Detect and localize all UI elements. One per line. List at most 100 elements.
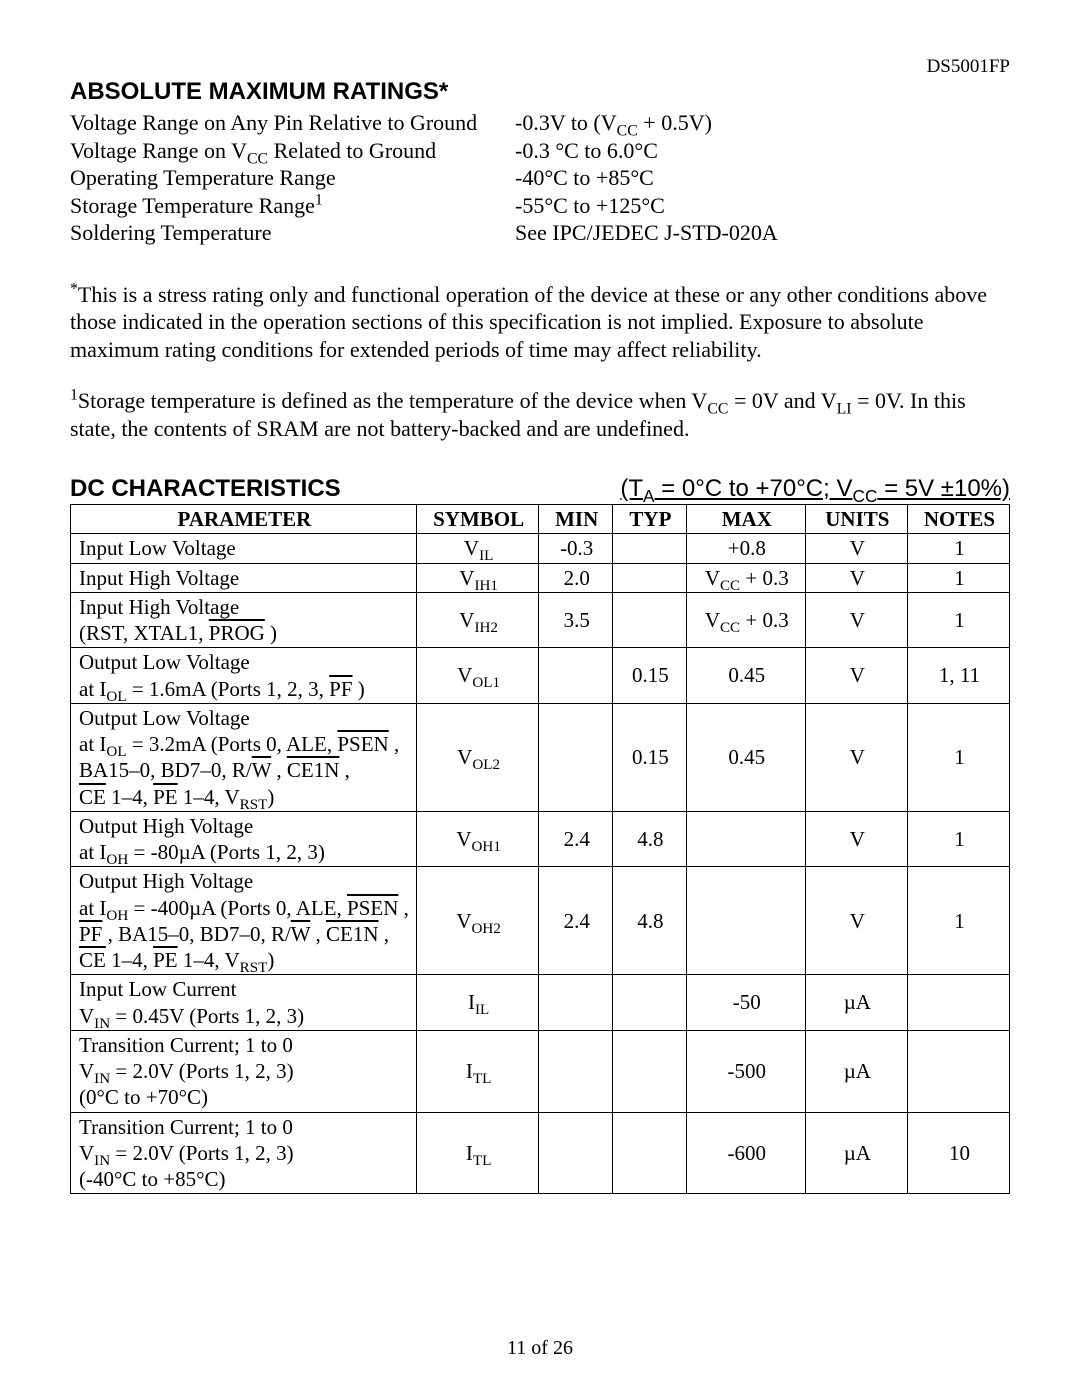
cell-typ [613, 534, 687, 563]
cell-max: -50 [686, 975, 805, 1031]
abs-max-value: -0.3 °C to 6.0°C [515, 137, 1010, 165]
cell-min [539, 648, 613, 704]
cell-symbol: VIL [416, 534, 538, 563]
col-symbol: SYMBOL [416, 505, 538, 534]
abs-max-value: -0.3V to (VCC + 0.5V) [515, 109, 1010, 137]
abs-max-value: -40°C to +85°C [515, 164, 1010, 192]
cell-typ [613, 1030, 687, 1112]
cell-max: 0.45 [686, 648, 805, 704]
col-max: MAX [686, 505, 805, 534]
dc-header: DC CHARACTERISTICS (TA = 0°C to +70°C; V… [70, 474, 1010, 504]
cell-symbol: IIL [416, 975, 538, 1031]
table-row: Input Low VoltageVIL-0.3+0.8V1 [71, 534, 1010, 563]
abs-max-label: Storage Temperature Range1 [70, 192, 515, 220]
cell-units: µA [805, 1112, 907, 1194]
abs-max-row: Storage Temperature Range1 -55°C to +125… [70, 192, 1010, 220]
cell-notes: 1 [907, 703, 1009, 811]
cell-notes: 1 [907, 811, 1009, 867]
cell-min: 2.4 [539, 811, 613, 867]
cell-typ: 0.15 [613, 703, 687, 811]
col-typ: TYP [613, 505, 687, 534]
cell-units: V [805, 534, 907, 563]
table-row: Output Low Voltageat IOL = 3.2mA (Ports … [71, 703, 1010, 811]
dc-body: Input Low VoltageVIL-0.3+0.8V1Input High… [71, 534, 1010, 1194]
cell-parameter: Output High Voltageat IOH = -80µA (Ports… [71, 811, 417, 867]
abs-max-label: Operating Temperature Range [70, 164, 515, 192]
cell-parameter: Input Low CurrentVIN = 0.45V (Ports 1, 2… [71, 975, 417, 1031]
table-row: Input High Voltage(RST, XTAL1, PROG )VIH… [71, 592, 1010, 648]
cell-notes: 1 [907, 563, 1009, 592]
abs-max-label: Soldering Temperature [70, 219, 515, 247]
cell-notes: 1 [907, 867, 1009, 975]
col-units: UNITS [805, 505, 907, 534]
cell-parameter: Output High Voltageat IOH = -400µA (Port… [71, 867, 417, 975]
cell-parameter: Transition Current; 1 to 0VIN = 2.0V (Po… [71, 1112, 417, 1194]
cell-notes [907, 975, 1009, 1031]
cell-symbol: ITL [416, 1030, 538, 1112]
cell-parameter: Input High Voltage(RST, XTAL1, PROG ) [71, 592, 417, 648]
cell-min [539, 1030, 613, 1112]
cell-typ [613, 1112, 687, 1194]
cell-min [539, 975, 613, 1031]
table-row: Output High Voltageat IOH = -80µA (Ports… [71, 811, 1010, 867]
cell-typ [613, 592, 687, 648]
cell-units: V [805, 592, 907, 648]
cell-symbol: VIH1 [416, 563, 538, 592]
cell-parameter: Input High Voltage [71, 563, 417, 592]
cell-notes: 1 [907, 592, 1009, 648]
col-min: MIN [539, 505, 613, 534]
cell-symbol: VOH1 [416, 811, 538, 867]
cell-notes: 10 [907, 1112, 1009, 1194]
cell-max [686, 867, 805, 975]
dc-conditions: (TA = 0°C to +70°C; VCC = 5V ±10%) [620, 474, 1010, 504]
abs-max-label: Voltage Range on VCC Related to Ground [70, 137, 515, 165]
cell-parameter: Output Low Voltageat IOL = 1.6mA (Ports … [71, 648, 417, 704]
cell-typ: 4.8 [613, 811, 687, 867]
cell-typ [613, 563, 687, 592]
cell-max: +0.8 [686, 534, 805, 563]
cell-symbol: VOL2 [416, 703, 538, 811]
cell-parameter: Input Low Voltage [71, 534, 417, 563]
cell-min: 2.0 [539, 563, 613, 592]
cell-max: -600 [686, 1112, 805, 1194]
cell-units: V [805, 648, 907, 704]
cell-units: V [805, 563, 907, 592]
dc-header-row: PARAMETER SYMBOL MIN TYP MAX UNITS NOTES [71, 505, 1010, 534]
table-row: Transition Current; 1 to 0VIN = 2.0V (Po… [71, 1112, 1010, 1194]
cell-symbol: VOH2 [416, 867, 538, 975]
col-parameter: PARAMETER [71, 505, 417, 534]
cell-typ [613, 975, 687, 1031]
cell-min: -0.3 [539, 534, 613, 563]
table-row: Output Low Voltageat IOL = 1.6mA (Ports … [71, 648, 1010, 704]
cell-units: V [805, 703, 907, 811]
cell-max: VCC + 0.3 [686, 592, 805, 648]
cell-parameter: Output Low Voltageat IOL = 3.2mA (Ports … [71, 703, 417, 811]
page-number: 11 of 26 [0, 1336, 1080, 1361]
cell-typ: 0.15 [613, 648, 687, 704]
abs-max-row: Soldering Temperature See IPC/JEDEC J-ST… [70, 219, 1010, 247]
cell-min [539, 1112, 613, 1194]
abs-max-list: Voltage Range on Any Pin Relative to Gro… [70, 109, 1010, 247]
cell-min: 3.5 [539, 592, 613, 648]
cell-parameter: Transition Current; 1 to 0VIN = 2.0V (Po… [71, 1030, 417, 1112]
abs-max-title: ABSOLUTE MAXIMUM RATINGS* [70, 77, 1010, 107]
cell-max: -500 [686, 1030, 805, 1112]
cell-symbol: VIH2 [416, 592, 538, 648]
cell-max: 0.45 [686, 703, 805, 811]
page: DS5001FP ABSOLUTE MAXIMUM RATINGS* Volta… [0, 0, 1080, 1397]
cell-notes [907, 1030, 1009, 1112]
abs-max-row: Voltage Range on Any Pin Relative to Gro… [70, 109, 1010, 137]
table-row: Output High Voltageat IOH = -400µA (Port… [71, 867, 1010, 975]
abs-max-row: Voltage Range on VCC Related to Ground -… [70, 137, 1010, 165]
cell-units: V [805, 867, 907, 975]
table-row: Transition Current; 1 to 0VIN = 2.0V (Po… [71, 1030, 1010, 1112]
cell-typ: 4.8 [613, 867, 687, 975]
abs-max-value: -55°C to +125°C [515, 192, 1010, 220]
cell-symbol: VOL1 [416, 648, 538, 704]
table-row: Input Low CurrentVIN = 0.45V (Ports 1, 2… [71, 975, 1010, 1031]
footnote-star: *This is a stress rating only and functi… [70, 281, 1010, 364]
cell-min: 2.4 [539, 867, 613, 975]
cell-units: µA [805, 975, 907, 1031]
part-number: DS5001FP [927, 55, 1010, 79]
cell-units: µA [805, 1030, 907, 1112]
